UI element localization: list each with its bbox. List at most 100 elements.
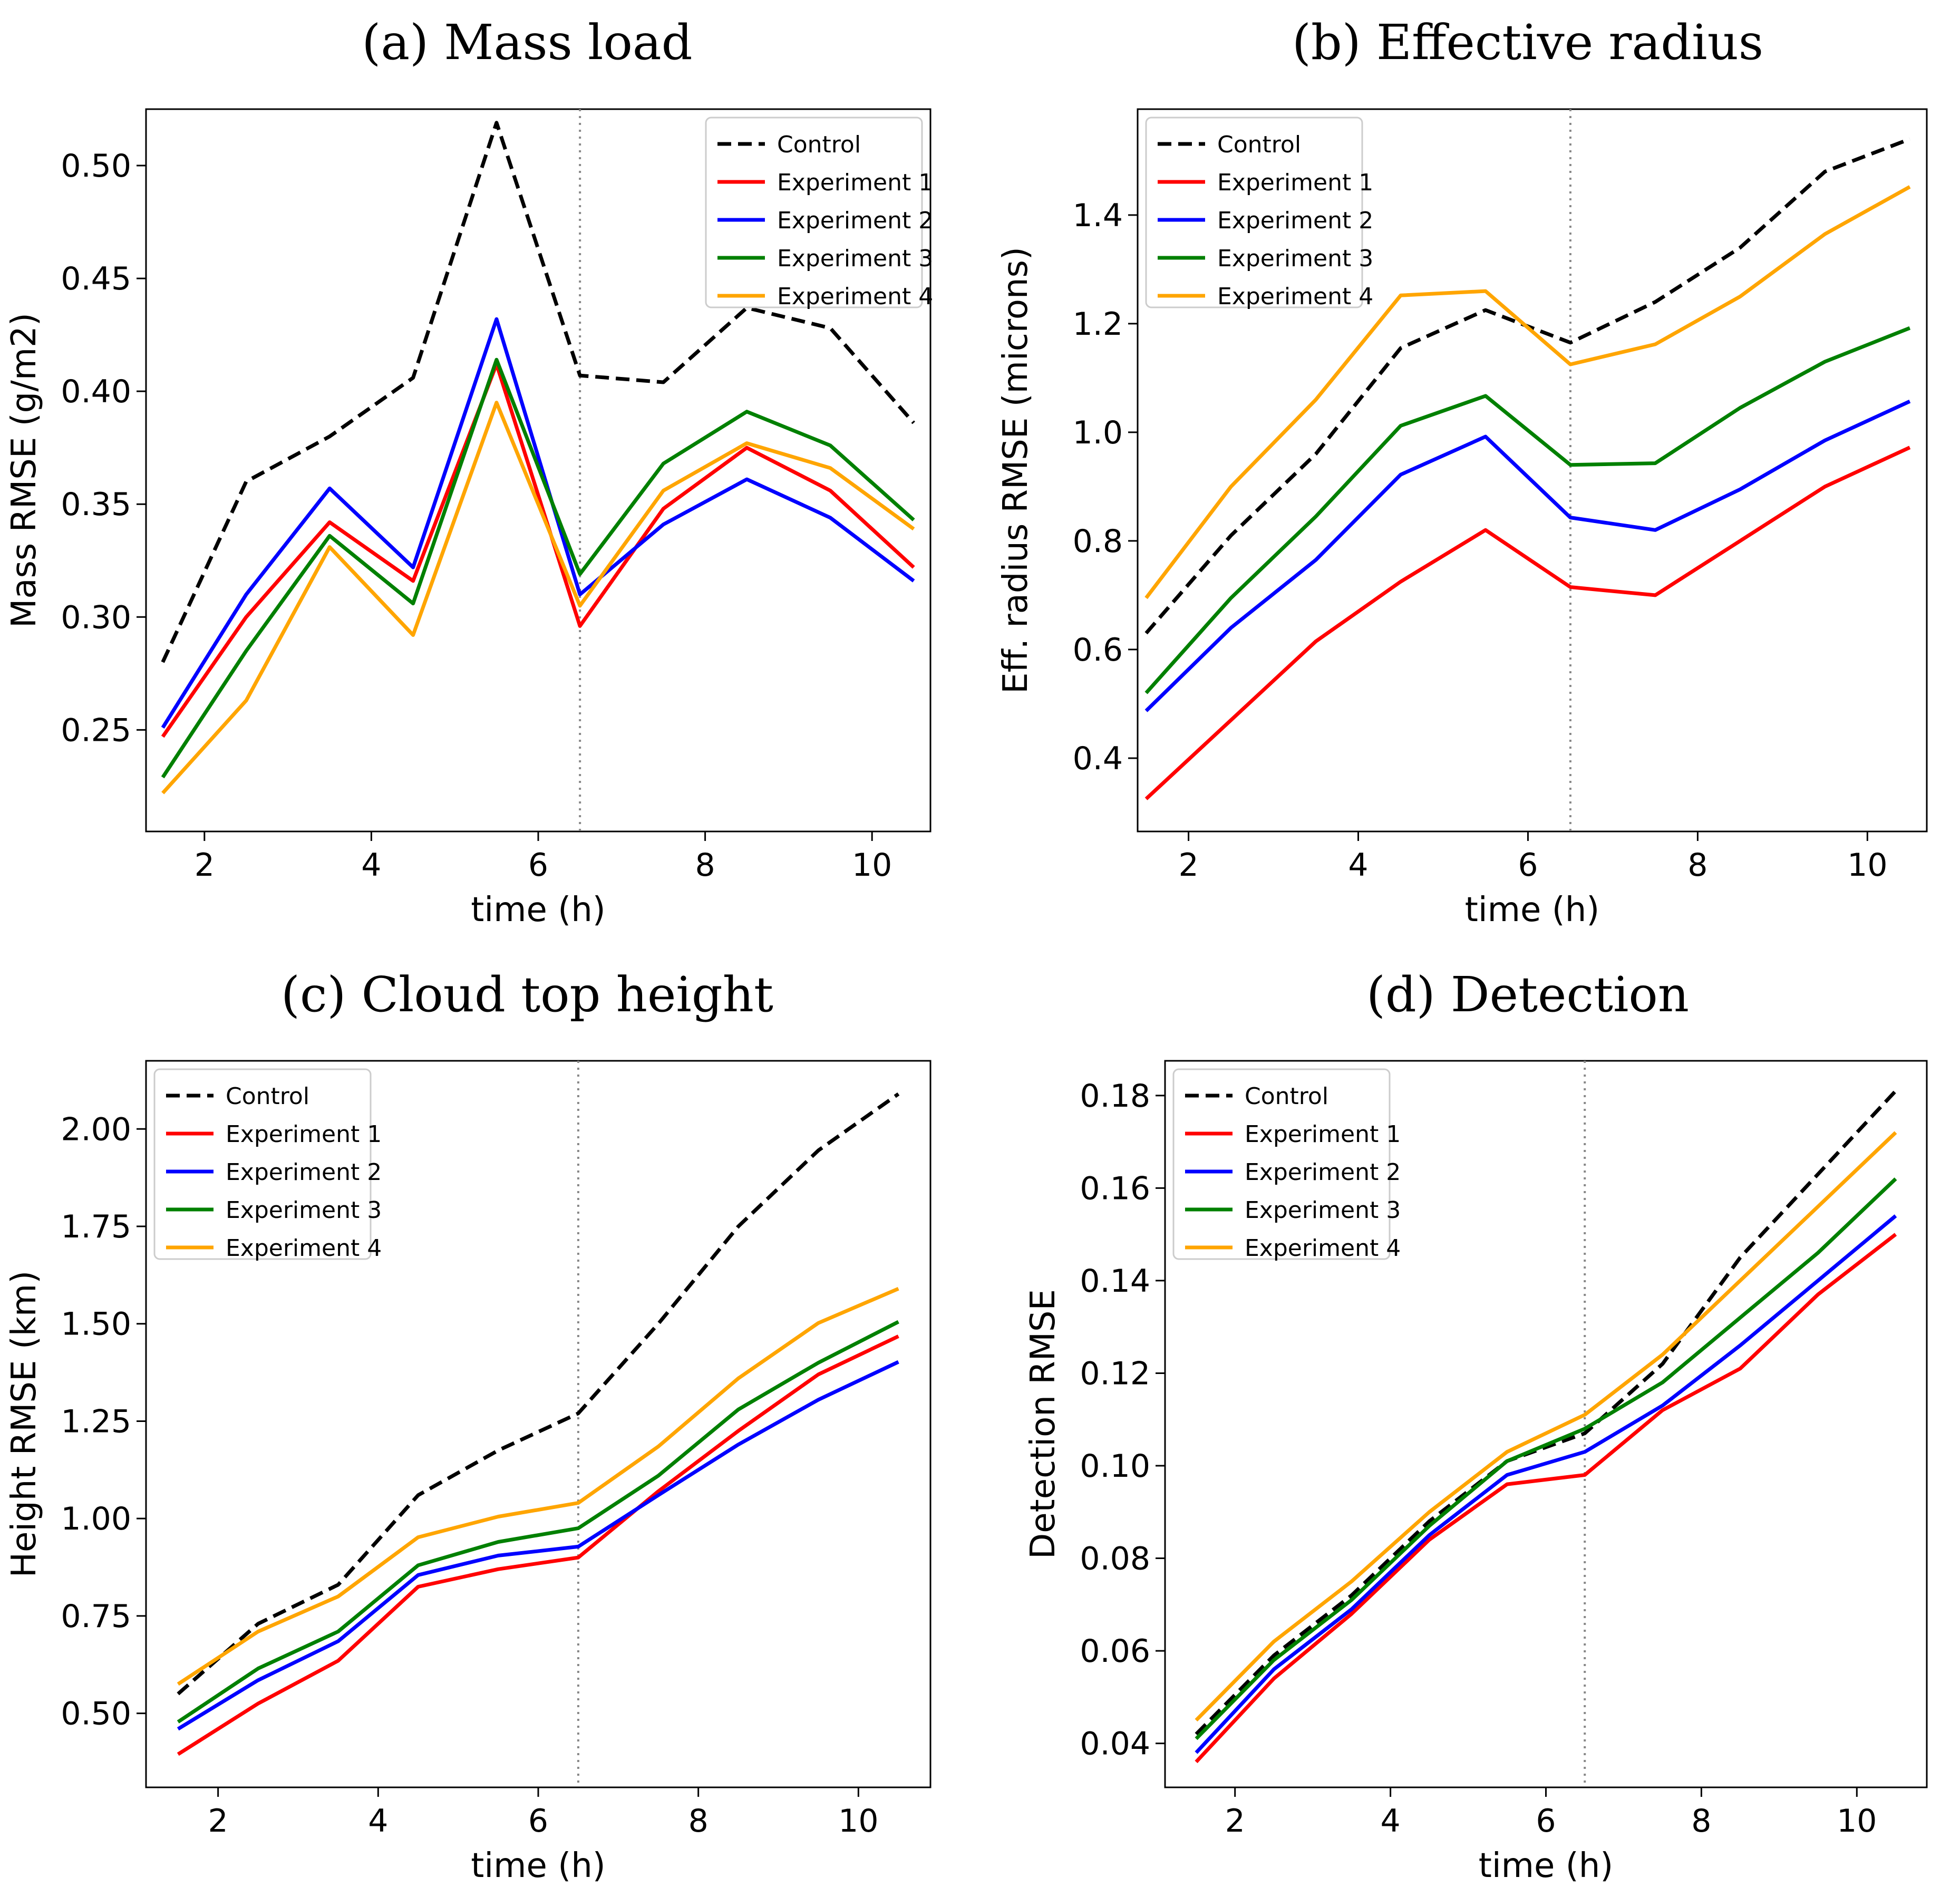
x-tick-label: 6 (1518, 847, 1538, 884)
legend-box (1172, 1068, 1391, 1260)
panel-c: (c) Cloud top height 2 4 6 8 10 0.50 0.75 1.00 1.… (5, 966, 932, 1885)
x-tick-label: 10 (838, 1803, 878, 1840)
x-tick-label: 8 (688, 1803, 709, 1840)
y-axis-label: Detection RMSE (1024, 1289, 1063, 1559)
legend-entry: Experiment 4 (226, 1235, 382, 1262)
y-tick-label: 0.04 (1080, 1726, 1150, 1763)
y-tick-label: 1.00 (61, 1501, 131, 1537)
x-axis-label: time (h) (1465, 891, 1599, 930)
y-tick-label: 0.18 (1080, 1078, 1150, 1115)
y-tick-label: 0.06 (1080, 1633, 1150, 1670)
y-tick-label: 0.30 (61, 599, 131, 636)
series-line-experiment-4 (177, 1286, 899, 1686)
legend-entry: Experiment 2 (226, 1159, 382, 1186)
panel-d-title: (d) Detection (1366, 966, 1689, 1023)
y-tick-label: 2.00 (61, 1111, 131, 1148)
legend: Control Experiment 1 Experiment 2 Experimen… (1172, 1068, 1401, 1262)
legend-entry: Experiment 3 (1217, 245, 1373, 272)
y-axis-label: Eff. radius RMSE (microns) (996, 247, 1035, 694)
y-tick-label: 0.14 (1080, 1263, 1150, 1300)
y-tick-label: 0.75 (61, 1598, 131, 1635)
series-line-experiment-1 (161, 362, 915, 738)
legend-entry: Experiment 2 (777, 207, 933, 234)
y-tick-label: 1.75 (61, 1208, 131, 1245)
series-line-experiment-4 (161, 401, 915, 795)
legend-entry: Experiment 4 (777, 283, 933, 310)
series-line-experiment-3 (1195, 1177, 1897, 1740)
y-tick-label: 1.25 (61, 1403, 131, 1440)
legend-entry: Experiment 1 (777, 169, 933, 196)
legend-box (705, 117, 923, 308)
y-tick-label: 0.6 (1073, 632, 1123, 669)
series-line-experiment-1 (177, 1334, 899, 1756)
panel-a: (a) Mass load 2 4 6 8 10 0.25 0.30 0.35 0.40 0.45 0… (5, 14, 933, 930)
series-line-experiment-2 (177, 1360, 899, 1731)
y-tick-label: 0.40 (61, 373, 131, 410)
series-line-experiment-2 (1195, 1214, 1897, 1754)
y-tick-label: 0.50 (61, 148, 131, 185)
series-line-control (177, 1092, 900, 1696)
x-axis-label: time (h) (471, 891, 605, 930)
y-tick-label: 0.4 (1073, 740, 1123, 777)
y-axis-label: Mass RMSE (g/m2) (5, 313, 44, 628)
legend-entry: Experiment 4 (1217, 283, 1373, 310)
legend-entry: Experiment 4 (1245, 1235, 1401, 1262)
y-tick-label: 1.50 (61, 1306, 131, 1343)
y-tick-label: 0.25 (61, 712, 131, 749)
series-line-experiment-3 (1144, 326, 1911, 694)
panel-b-title: (b) Effective radius (1292, 14, 1763, 71)
y-tick-label: 1.0 (1073, 414, 1123, 451)
legend-entry: Experiment 1 (1245, 1121, 1401, 1148)
x-tick-label: 10 (1847, 847, 1887, 884)
y-tick-label: 0.8 (1073, 523, 1123, 560)
x-tick-label: 8 (695, 847, 715, 884)
x-tick-label: 6 (528, 847, 548, 884)
panel-a-title: (a) Mass load (362, 14, 692, 71)
y-tick-label: 1.2 (1073, 306, 1123, 343)
x-tick-label: 2 (1178, 847, 1198, 884)
legend-entry: Experiment 3 (1245, 1197, 1401, 1224)
series-line-experiment-3 (161, 357, 915, 779)
x-tick-label: 6 (1536, 1803, 1556, 1840)
series-line-experiment-4 (1144, 185, 1911, 599)
legend-entry: Experiment 3 (226, 1197, 382, 1224)
legend: Control Experiment 1 Experiment 2 Experimen… (705, 117, 933, 310)
legend: Control Experiment 1 Experiment 2 Experimen… (153, 1068, 382, 1262)
x-tick-label: 4 (361, 847, 381, 884)
legend-entry: Experiment 1 (1217, 169, 1373, 196)
legend-entry: Experiment 1 (226, 1121, 382, 1148)
legend-entry: Experiment 2 (1245, 1159, 1401, 1186)
legend-box (1145, 117, 1363, 308)
legend-box (153, 1068, 372, 1260)
y-tick-label: 0.50 (61, 1696, 131, 1733)
x-axis-label: time (h) (471, 1846, 605, 1885)
x-tick-label: 2 (208, 1803, 228, 1840)
series-line-experiment-1 (1144, 446, 1911, 800)
x-tick-label: 2 (195, 847, 215, 884)
legend-entry: Experiment 2 (1217, 207, 1373, 234)
series-line-experiment-2 (161, 317, 915, 729)
y-axis-label: Height RMSE (km) (5, 1271, 44, 1578)
x-tick-label: 2 (1225, 1803, 1245, 1840)
y-tick-label: 0.12 (1080, 1355, 1150, 1392)
series-line-experiment-4 (1195, 1131, 1897, 1722)
x-tick-label: 10 (1837, 1803, 1877, 1840)
x-tick-label: 8 (1687, 847, 1707, 884)
y-tick-label: 0.45 (61, 260, 131, 297)
x-tick-label: 10 (852, 847, 892, 884)
legend-entry: Experiment 3 (777, 245, 933, 272)
x-tick-label: 4 (1381, 1803, 1401, 1840)
y-tick-label: 0.08 (1080, 1541, 1150, 1578)
y-tick-label: 1.4 (1073, 197, 1123, 234)
y-tick-label: 0.10 (1080, 1448, 1150, 1485)
panel-c-title: (c) Cloud top height (281, 966, 773, 1023)
legend-entry: Control (1245, 1083, 1328, 1110)
legend-entry: Control (1217, 131, 1301, 158)
series-line-experiment-3 (177, 1320, 899, 1724)
x-axis-label: time (h) (1479, 1846, 1613, 1885)
plot-frame (1137, 108, 1928, 833)
x-tick-label: 4 (1348, 847, 1368, 884)
panel-b: (b) Effective radius 2 4 6 8 10 0.4 0.6 0.8 1.0 1.… (996, 14, 1928, 930)
panel-d: (d) Detection 2 4 6 8 10 0.04 0.06 0.08 0.10 0.12 0… (1024, 966, 1928, 1885)
